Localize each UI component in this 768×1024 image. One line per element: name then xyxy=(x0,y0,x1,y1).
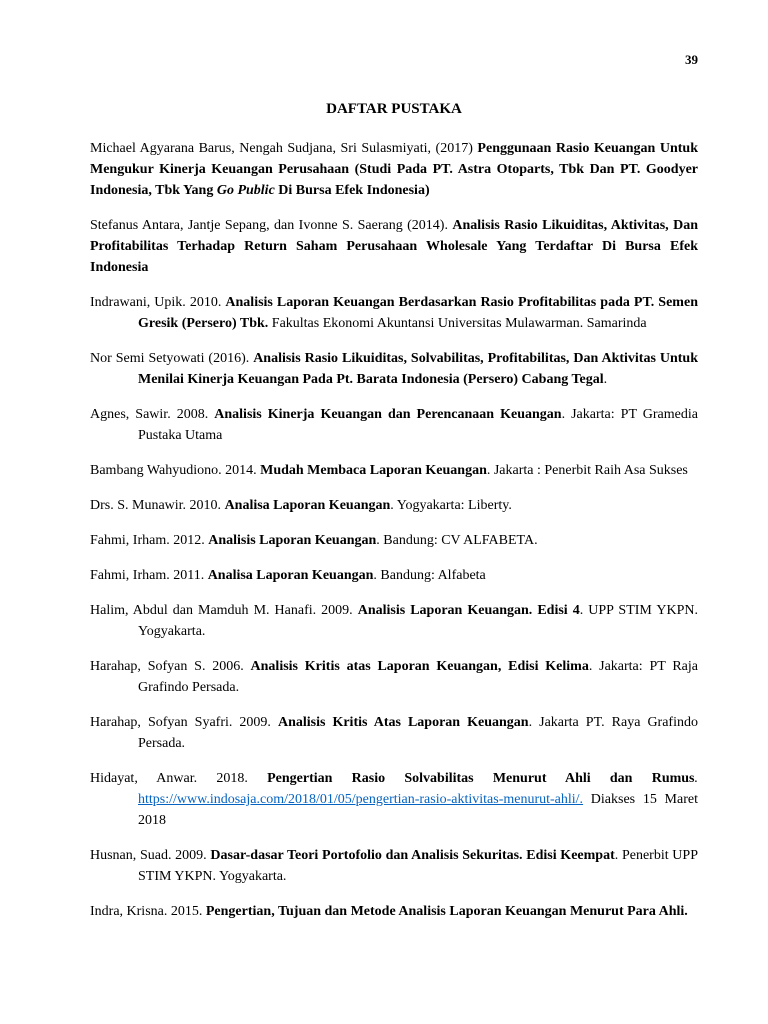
bibliography-entry: Nor Semi Setyowati (2016). Analisis Rasi… xyxy=(90,348,698,390)
text-segment: Pengertian Rasio Solvabilitas Menurut Ah… xyxy=(267,771,694,786)
bibliography-entry: Harahap, Sofyan Syafri. 2009. Analisis K… xyxy=(90,712,698,754)
text-segment: Michael Agyarana Barus, Nengah Sudjana, … xyxy=(90,141,477,156)
text-segment: Nor Semi Setyowati (2016). xyxy=(90,351,253,366)
text-segment: Dasar-dasar Teori Portofolio dan Analisi… xyxy=(210,848,614,863)
text-segment: Harahap, Sofyan Syafri. 2009. xyxy=(90,715,278,730)
bibliography-entry: Bambang Wahyudiono. 2014. Mudah Membaca … xyxy=(90,460,698,481)
bibliography-entry: Agnes, Sawir. 2008. Analisis Kinerja Keu… xyxy=(90,404,698,446)
bibliography-entry: Fahmi, Irham. 2011. Analisa Laporan Keua… xyxy=(90,565,698,586)
text-segment: Mudah Membaca Laporan Keuangan xyxy=(260,463,487,478)
document-page: 39 DAFTAR PUSTAKA Michael Agyarana Barus… xyxy=(0,0,768,976)
reference-link[interactable]: https://www.indosaja.com/2018/01/05/peng… xyxy=(138,792,583,807)
text-segment: Harahap, Sofyan S. 2006. xyxy=(90,659,251,674)
text-segment: Analisis Kinerja Keuangan dan Perencanaa… xyxy=(214,407,561,422)
text-segment: Di Bursa Efek Indonesia) xyxy=(275,183,430,198)
bibliography-entry: Husnan, Suad. 2009. Dasar-dasar Teori Po… xyxy=(90,845,698,887)
text-segment: Husnan, Suad. 2009. xyxy=(90,848,210,863)
text-segment: Indra, Krisna. 2015. xyxy=(90,904,206,919)
text-segment: Analisis Kritis Atas Laporan Keuangan xyxy=(278,715,529,730)
text-segment: Agnes, Sawir. 2008. xyxy=(90,407,214,422)
bibliography-entry: Indra, Krisna. 2015. Pengertian, Tujuan … xyxy=(90,901,698,922)
text-segment: . xyxy=(695,771,699,786)
text-segment: Analisis Laporan Keuangan. Edisi 4 xyxy=(358,603,580,618)
bibliography-entry: Michael Agyarana Barus, Nengah Sudjana, … xyxy=(90,138,698,201)
text-segment: Analisa Laporan Keuangan xyxy=(225,498,391,513)
bibliography-list: Michael Agyarana Barus, Nengah Sudjana, … xyxy=(90,138,698,922)
bibliography-entry: Halim, Abdul dan Mamduh M. Hanafi. 2009.… xyxy=(90,600,698,642)
text-segment: . Bandung: CV ALFABETA. xyxy=(376,533,537,548)
text-segment: Fakultas Ekonomi Akuntansi Universitas M… xyxy=(268,316,646,331)
text-segment: Analisis Kritis atas Laporan Keuangan, E… xyxy=(251,659,589,674)
text-segment: Analisis Laporan Keuangan xyxy=(208,533,376,548)
bibliography-entry: Drs. S. Munawir. 2010. Analisa Laporan K… xyxy=(90,495,698,516)
text-segment: Stefanus Antara, Jantje Sepang, dan Ivon… xyxy=(90,218,452,233)
text-segment: . Bandung: Alfabeta xyxy=(373,568,485,583)
text-segment: Pengertian, Tujuan dan Metode Analisis L… xyxy=(206,904,688,919)
bibliography-entry: Harahap, Sofyan S. 2006. Analisis Kritis… xyxy=(90,656,698,698)
bibliography-entry: Hidayat, Anwar. 2018. Pengertian Rasio S… xyxy=(90,768,698,831)
text-segment: Halim, Abdul dan Mamduh M. Hanafi. 2009. xyxy=(90,603,358,618)
bibliography-entry: Stefanus Antara, Jantje Sepang, dan Ivon… xyxy=(90,215,698,278)
page-number: 39 xyxy=(90,50,698,70)
text-segment: Hidayat, Anwar. 2018. xyxy=(90,771,267,786)
text-segment: Go Public xyxy=(217,183,275,198)
text-segment: Fahmi, Irham. 2012. xyxy=(90,533,208,548)
text-segment: . Yogyakarta: Liberty. xyxy=(390,498,512,513)
text-segment: . xyxy=(604,372,608,387)
text-segment: Bambang Wahyudiono. 2014. xyxy=(90,463,260,478)
text-segment: Analisa Laporan Keuangan xyxy=(208,568,374,583)
text-segment: Indrawani, Upik. 2010. xyxy=(90,295,225,310)
text-segment: . Jakarta : Penerbit Raih Asa Sukses xyxy=(487,463,688,478)
bibliography-title: DAFTAR PUSTAKA xyxy=(90,98,698,121)
text-segment: Fahmi, Irham. 2011. xyxy=(90,568,208,583)
bibliography-entry: Indrawani, Upik. 2010. Analisis Laporan … xyxy=(90,292,698,334)
bibliography-entry: Fahmi, Irham. 2012. Analisis Laporan Keu… xyxy=(90,530,698,551)
text-segment: Drs. S. Munawir. 2010. xyxy=(90,498,225,513)
